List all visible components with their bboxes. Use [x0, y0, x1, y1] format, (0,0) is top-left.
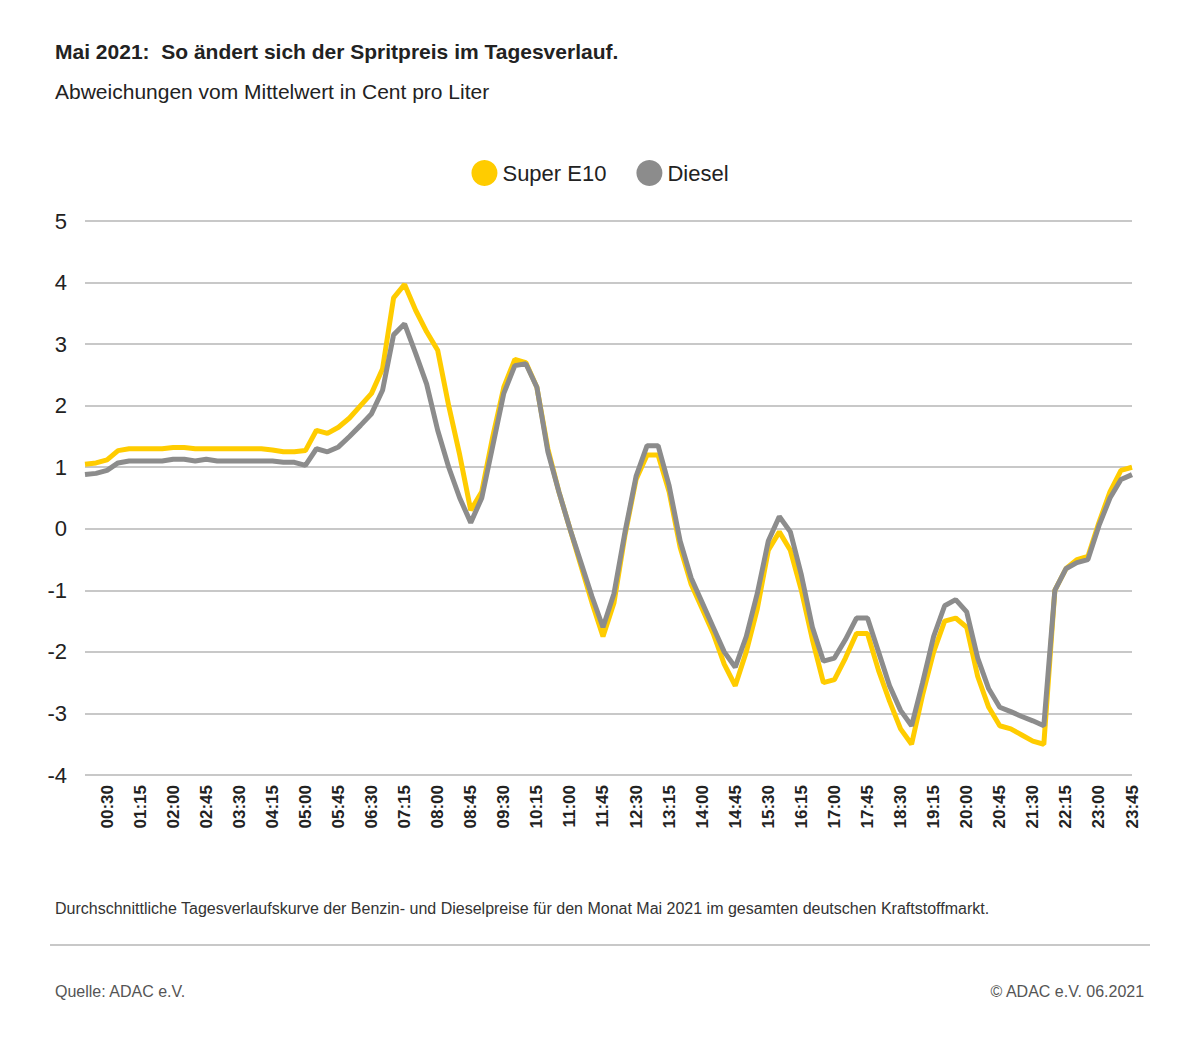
svg-text:Abweichungen vom Mittelwert in: Abweichungen vom Mittelwert in Cent pro …	[55, 80, 489, 103]
svg-text:23:00: 23:00	[1089, 785, 1108, 828]
svg-text:3: 3	[55, 332, 67, 357]
svg-text:Super E10: Super E10	[502, 161, 606, 186]
svg-text:14:45: 14:45	[726, 785, 745, 828]
svg-text:13:15: 13:15	[660, 785, 679, 828]
svg-text:-2: -2	[47, 639, 67, 664]
svg-text:4: 4	[55, 270, 67, 295]
svg-text:15:30: 15:30	[759, 785, 778, 828]
svg-text:1: 1	[55, 455, 67, 480]
svg-text:20:45: 20:45	[990, 785, 1009, 828]
svg-text:23:45: 23:45	[1123, 785, 1142, 828]
svg-text:0: 0	[55, 516, 67, 541]
svg-text:09:30: 09:30	[494, 785, 513, 828]
svg-text:5: 5	[55, 209, 67, 234]
svg-text:21:30: 21:30	[1023, 785, 1042, 828]
svg-text:17:45: 17:45	[858, 785, 877, 828]
svg-text:03:30: 03:30	[230, 785, 249, 828]
svg-text:08:45: 08:45	[461, 785, 480, 828]
svg-text:07:15: 07:15	[395, 785, 414, 828]
svg-text:20:00: 20:00	[957, 785, 976, 828]
svg-text:-1: -1	[47, 578, 67, 603]
svg-text:05:00: 05:00	[296, 785, 315, 828]
svg-text:18:30: 18:30	[891, 785, 910, 828]
svg-text:2: 2	[55, 393, 67, 418]
svg-text:00:30: 00:30	[98, 785, 117, 828]
svg-text:12:30: 12:30	[627, 785, 646, 828]
svg-text:02:00: 02:00	[164, 785, 183, 828]
svg-text:04:15: 04:15	[263, 785, 282, 828]
svg-text:Durchschnittliche Tagesverlauf: Durchschnittliche Tagesverlaufskurve der…	[55, 900, 989, 917]
svg-text:11:45: 11:45	[593, 785, 612, 828]
svg-text:08:00: 08:00	[428, 785, 447, 828]
svg-text:06:30: 06:30	[362, 785, 381, 828]
svg-text:-3: -3	[47, 701, 67, 726]
svg-text:19:15: 19:15	[924, 785, 943, 828]
svg-text:Diesel: Diesel	[667, 161, 728, 186]
svg-text:Quelle: ADAC e.V.: Quelle: ADAC e.V.	[55, 983, 185, 1000]
svg-text:02:45: 02:45	[197, 785, 216, 828]
svg-text:© ADAC e.V. 06.2021: © ADAC e.V. 06.2021	[991, 983, 1145, 1000]
svg-text:14:00: 14:00	[693, 785, 712, 828]
svg-text:11:00: 11:00	[560, 785, 579, 828]
svg-text:16:15: 16:15	[792, 785, 811, 828]
svg-text:Mai 2021: So ändert sich der: Mai 2021: So ändert sich der Spritpreis …	[55, 40, 618, 63]
svg-text:22:15: 22:15	[1056, 785, 1075, 828]
svg-text:17:00: 17:00	[825, 785, 844, 828]
svg-text:-4: -4	[47, 763, 67, 788]
svg-text:10:15: 10:15	[527, 785, 546, 828]
svg-text:01:15: 01:15	[131, 785, 150, 828]
svg-text:05:45: 05:45	[329, 785, 348, 828]
